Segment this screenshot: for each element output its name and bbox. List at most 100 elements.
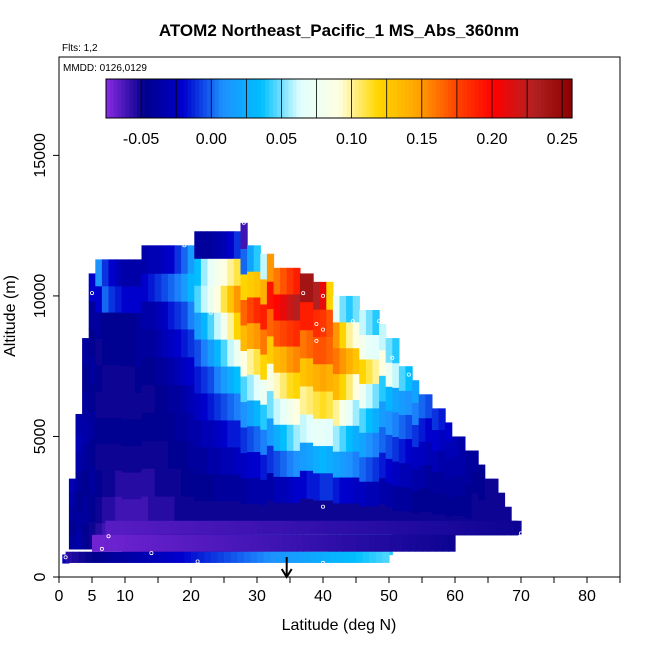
heatmap-cell	[141, 273, 149, 302]
leg-cell	[171, 551, 179, 563]
heatmap-cell	[385, 338, 393, 363]
heatmap-cell	[121, 365, 129, 393]
flights-note: Flts: 1,2	[62, 43, 98, 54]
heatmap-cell	[392, 387, 400, 413]
heatmap-cell	[214, 339, 222, 367]
heatmap-cell	[154, 328, 162, 358]
chart-title: ATOM2 Northeast_Pacific_1 MS_Abs_360nm	[159, 21, 519, 40]
heatmap-cell	[458, 495, 466, 516]
heatmap-cell	[233, 419, 242, 448]
leg-cell	[309, 520, 317, 535]
heatmap-cell	[392, 485, 400, 511]
heatmap-cell	[398, 414, 407, 440]
heatmap-cell	[108, 443, 116, 471]
leg-cell	[197, 520, 205, 535]
heatmap-cell	[352, 425, 360, 452]
heatmap-cell	[161, 328, 169, 358]
leg-cell	[323, 520, 331, 535]
heatmap-cell	[108, 312, 116, 339]
leg-cell	[257, 520, 265, 535]
heatmap-cell	[181, 356, 189, 386]
heatmap-cell	[273, 346, 281, 373]
heatmap-cell	[425, 487, 433, 513]
leg-cell	[296, 551, 304, 563]
heatmap-cell	[313, 281, 321, 310]
heatmap-cell	[365, 481, 374, 507]
heatmap-cell	[174, 301, 182, 330]
colorbar-segment	[253, 79, 259, 118]
heatmap-cell	[405, 462, 413, 488]
leg-cell	[270, 551, 278, 563]
heatmap-cell	[181, 384, 189, 414]
heatmap-cell	[154, 356, 162, 386]
heatmap-cell	[359, 358, 367, 384]
leg-cell	[369, 551, 377, 563]
heatmap-cell	[346, 373, 354, 400]
colorbar-segment	[210, 79, 216, 118]
heatmap-cell	[412, 402, 420, 426]
leg-cell	[514, 520, 522, 535]
heatmap-cell	[227, 231, 235, 259]
heatmap-cell	[181, 468, 189, 497]
heatmap-cell	[148, 245, 156, 274]
heatmap-cell	[108, 259, 116, 287]
leg-cell	[204, 520, 212, 535]
leg-cell	[171, 520, 179, 535]
heatmap-cell	[332, 502, 341, 530]
colorbar-segment	[241, 79, 247, 118]
colorbar-segment	[459, 79, 464, 118]
heatmap-cell	[115, 443, 123, 471]
leg-cell	[382, 520, 390, 535]
heatmap-cell	[359, 432, 367, 458]
heatmap-cell	[154, 412, 162, 441]
heatmap-cell	[187, 384, 195, 414]
colorbar-segment	[214, 79, 220, 118]
heatmap-cell	[385, 434, 393, 459]
colorbar-tick-label: 0.15	[406, 131, 437, 148]
sample-point	[301, 291, 306, 296]
heatmap-cell	[161, 384, 169, 414]
colorbar-segment	[455, 79, 460, 118]
colorbar-segment	[129, 79, 134, 118]
heatmap-cell	[405, 438, 413, 464]
colorbar-segment	[319, 79, 325, 118]
heatmap-cell	[82, 364, 90, 392]
heatmap-cell	[293, 319, 301, 347]
colorbar-segment	[498, 79, 503, 118]
leg-cell	[250, 534, 258, 552]
heatmap-cell	[299, 357, 308, 387]
leg-cell	[435, 520, 443, 535]
sample-point	[406, 372, 411, 377]
colorbar-segment	[564, 79, 569, 118]
heatmap-cell	[379, 375, 387, 402]
heatmap-cell	[319, 281, 327, 310]
heatmap-cell	[220, 339, 228, 367]
leg-cell	[230, 520, 238, 535]
heatmap-cell	[75, 452, 83, 473]
leg-cell	[389, 534, 397, 552]
heatmap-cell	[326, 418, 334, 447]
heatmap-cell	[95, 338, 103, 366]
colorbar-tick-label: 0.25	[547, 131, 578, 148]
heatmap-cell	[233, 258, 242, 286]
heatmap-cell	[82, 417, 90, 445]
heatmap-cell	[306, 357, 314, 387]
heatmap-cell	[379, 452, 387, 479]
heatmap-cell	[352, 476, 360, 504]
heatmap-cell	[161, 468, 169, 497]
heatmap-cell	[299, 498, 308, 528]
heatmap-cell	[128, 365, 136, 393]
heatmap-cell	[68, 506, 77, 522]
heatmap-cell	[260, 253, 268, 280]
heatmap-cell	[82, 469, 90, 497]
leg-cell	[151, 534, 159, 552]
heatmap-cell	[167, 356, 176, 386]
heatmap-cell	[266, 499, 275, 528]
colorbar-segment	[257, 79, 262, 118]
heatmap-cell	[280, 476, 288, 503]
heatmap-cell	[266, 390, 275, 419]
colorbar-segment	[513, 79, 519, 118]
colorbar-segment	[447, 79, 453, 118]
leg-cell	[422, 520, 430, 535]
heatmap-cell	[115, 390, 123, 418]
